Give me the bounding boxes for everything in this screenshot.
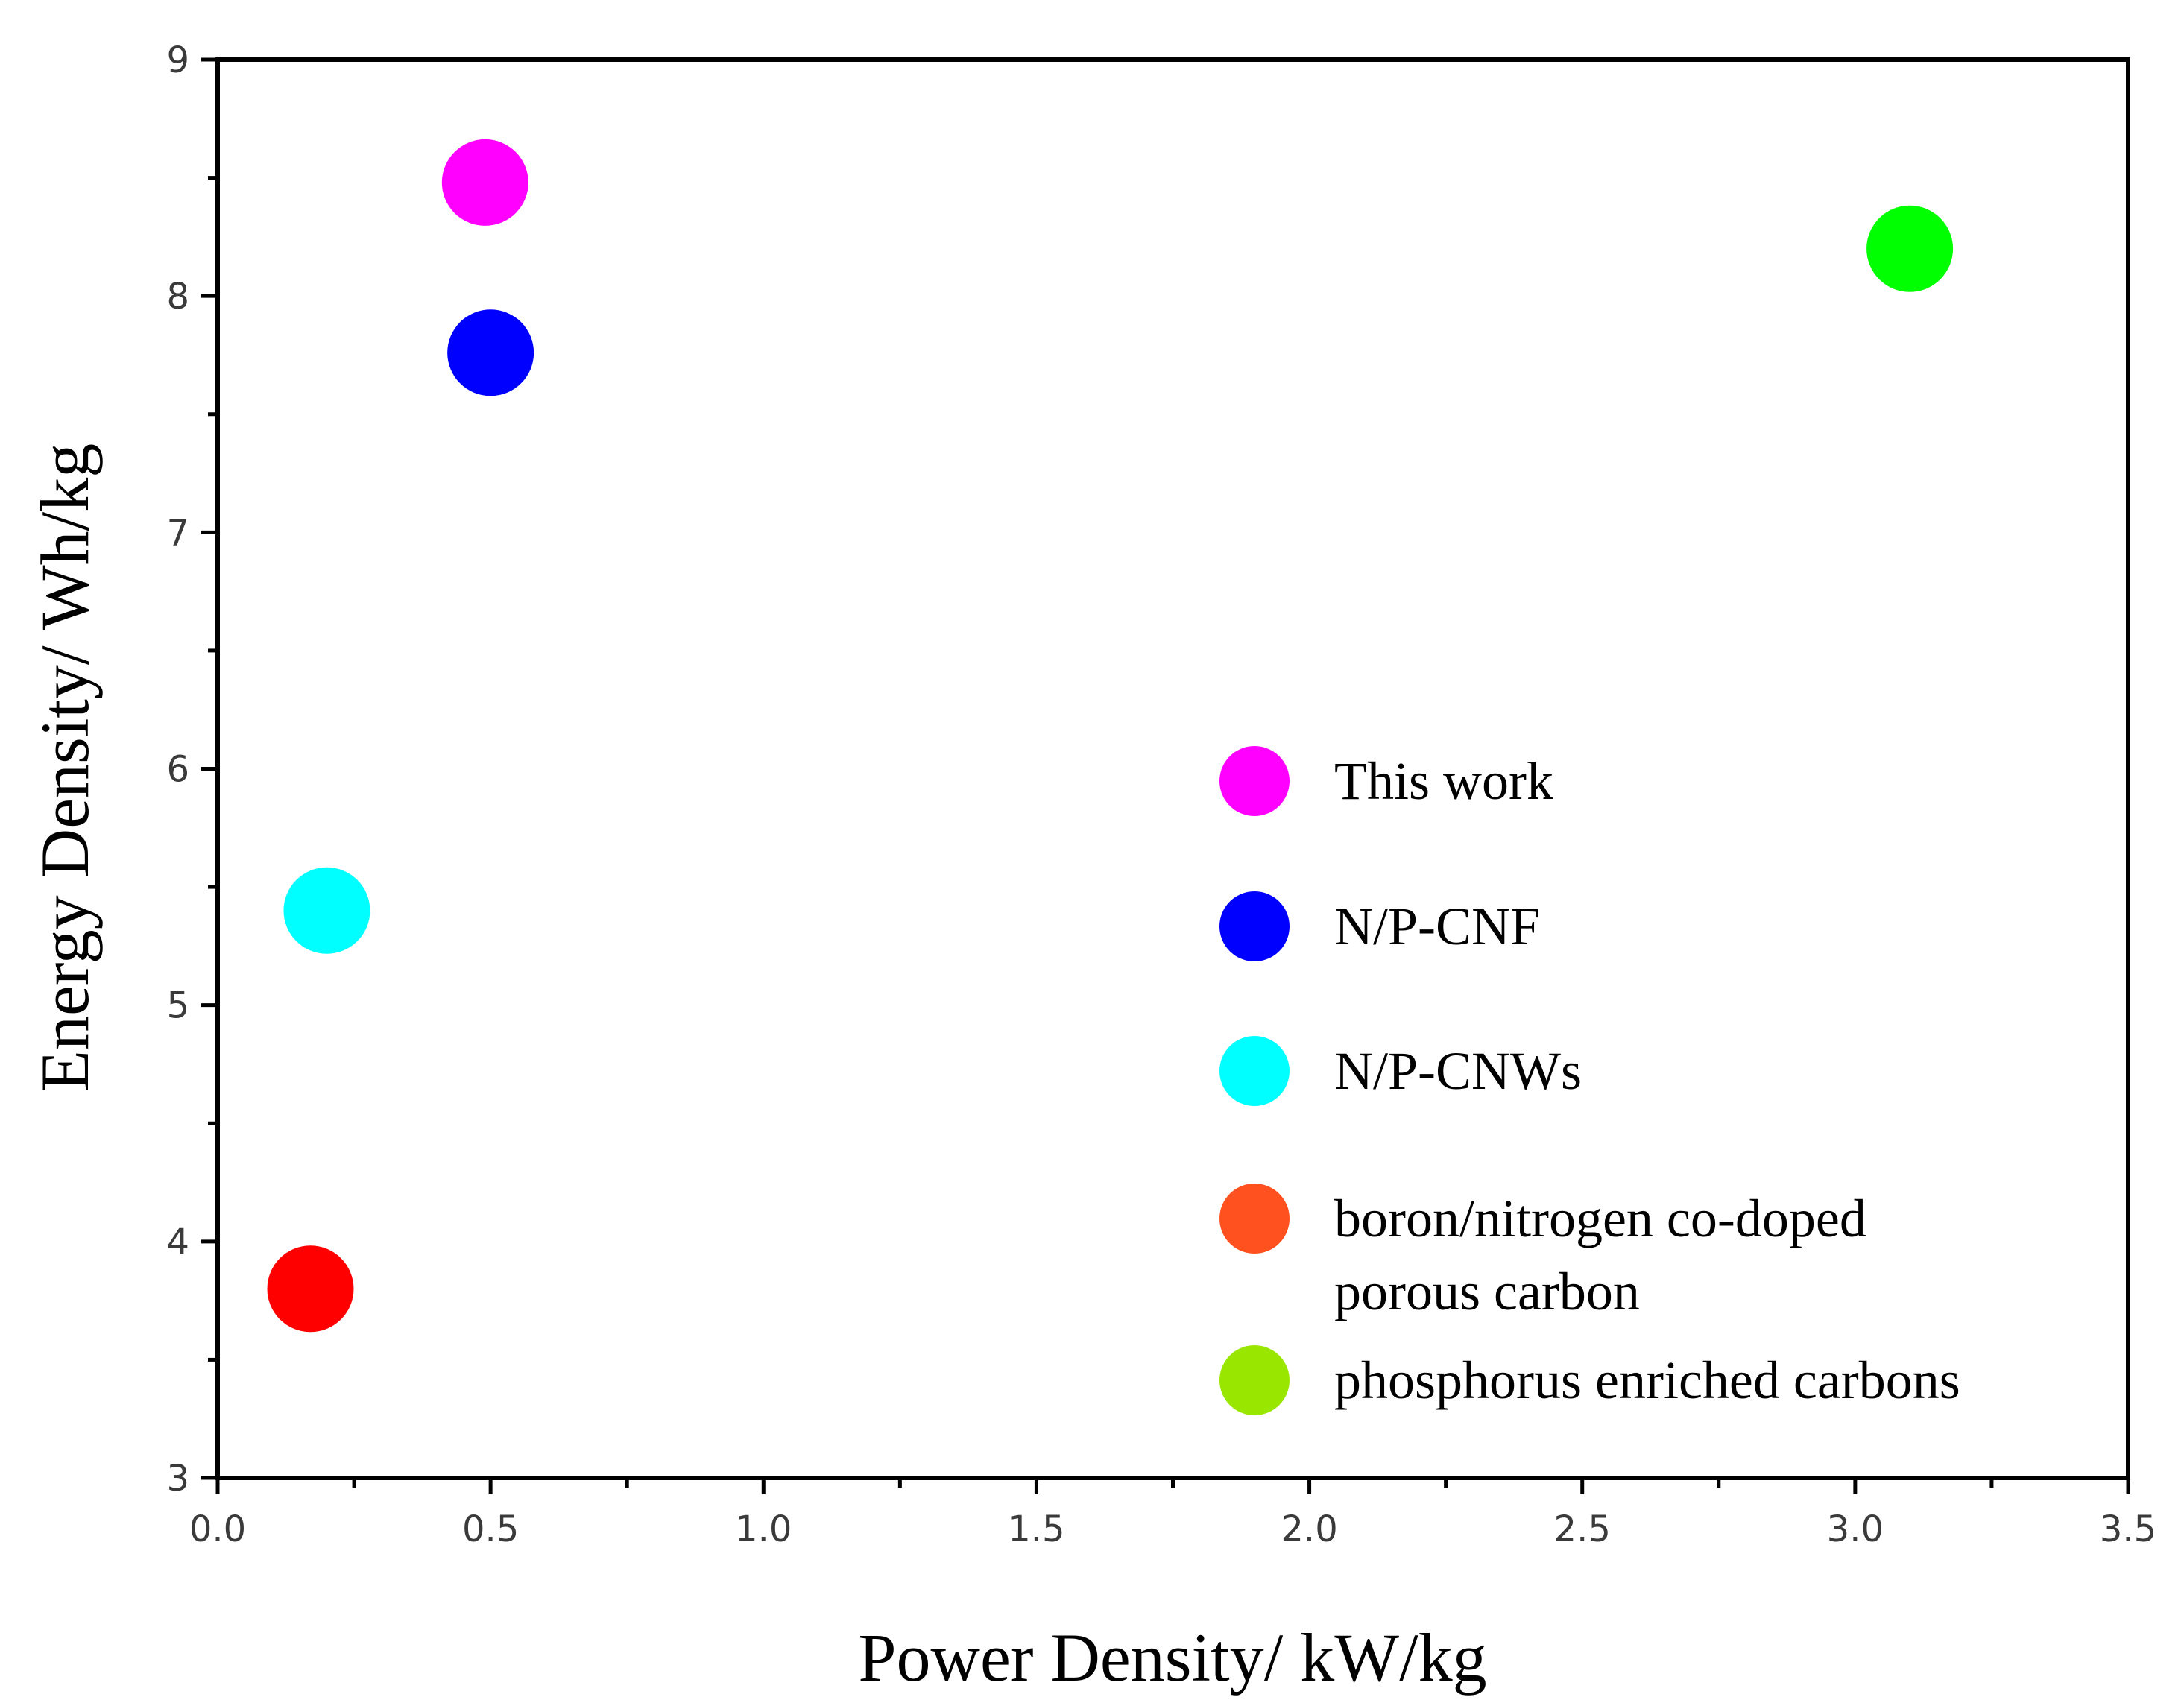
legend: This work N/P-CNF N/P-CNWs boron/nitrogen c… [1219, 746, 1960, 1415]
data-points [267, 139, 1954, 1333]
y-tick-label: 3 [166, 1458, 189, 1500]
data-point [441, 139, 528, 226]
y-tick-label: 6 [166, 749, 189, 791]
legend-marker [1219, 1345, 1290, 1415]
y-tick-label: 7 [166, 512, 189, 554]
y-axis-title: Energy Density/ Wh/kg [27, 443, 103, 1093]
x-axis-ticks: 0.0 0.5 1.0 1.5 2.0 2.5 3.0 3.5 [189, 1478, 2156, 1550]
legend-label: boron/nitrogen co-doped [1334, 1189, 1866, 1248]
data-point [283, 867, 370, 954]
x-axis-title: Power Density/ kW/kg [858, 1620, 1486, 1696]
x-tick-label: 3.0 [1827, 1508, 1884, 1550]
x-tick-label: 1.0 [735, 1508, 792, 1550]
x-tick-label: 0.5 [462, 1508, 519, 1550]
y-axis-ticks: 3 4 5 6 7 8 9 [166, 40, 218, 1500]
plot-frame [215, 57, 2130, 1480]
legend-label: phosphorus enriched carbons [1334, 1350, 1960, 1410]
legend-label: This work [1334, 751, 1553, 811]
legend-marker [1219, 1036, 1290, 1106]
x-tick-label: 2.5 [1554, 1508, 1611, 1550]
data-point [1866, 205, 1954, 292]
y-tick-label: 5 [166, 985, 189, 1027]
y-tick-label: 4 [166, 1222, 189, 1263]
data-point [447, 309, 534, 396]
legend-marker [1219, 746, 1290, 816]
data-point [267, 1245, 354, 1333]
legend-label: N/P-CNF [1334, 897, 1540, 956]
y-tick-label: 9 [166, 40, 189, 81]
x-tick-label: 0.0 [189, 1508, 246, 1550]
legend-label: porous carbon [1334, 1262, 1640, 1321]
legend-marker [1219, 891, 1290, 961]
y-tick-label: 8 [166, 276, 189, 317]
x-tick-label: 3.5 [2100, 1508, 2156, 1550]
legend-marker [1219, 1184, 1290, 1254]
x-tick-label: 2.0 [1281, 1508, 1337, 1550]
legend-label: N/P-CNWs [1334, 1041, 1582, 1101]
x-tick-label: 1.5 [1008, 1508, 1064, 1550]
